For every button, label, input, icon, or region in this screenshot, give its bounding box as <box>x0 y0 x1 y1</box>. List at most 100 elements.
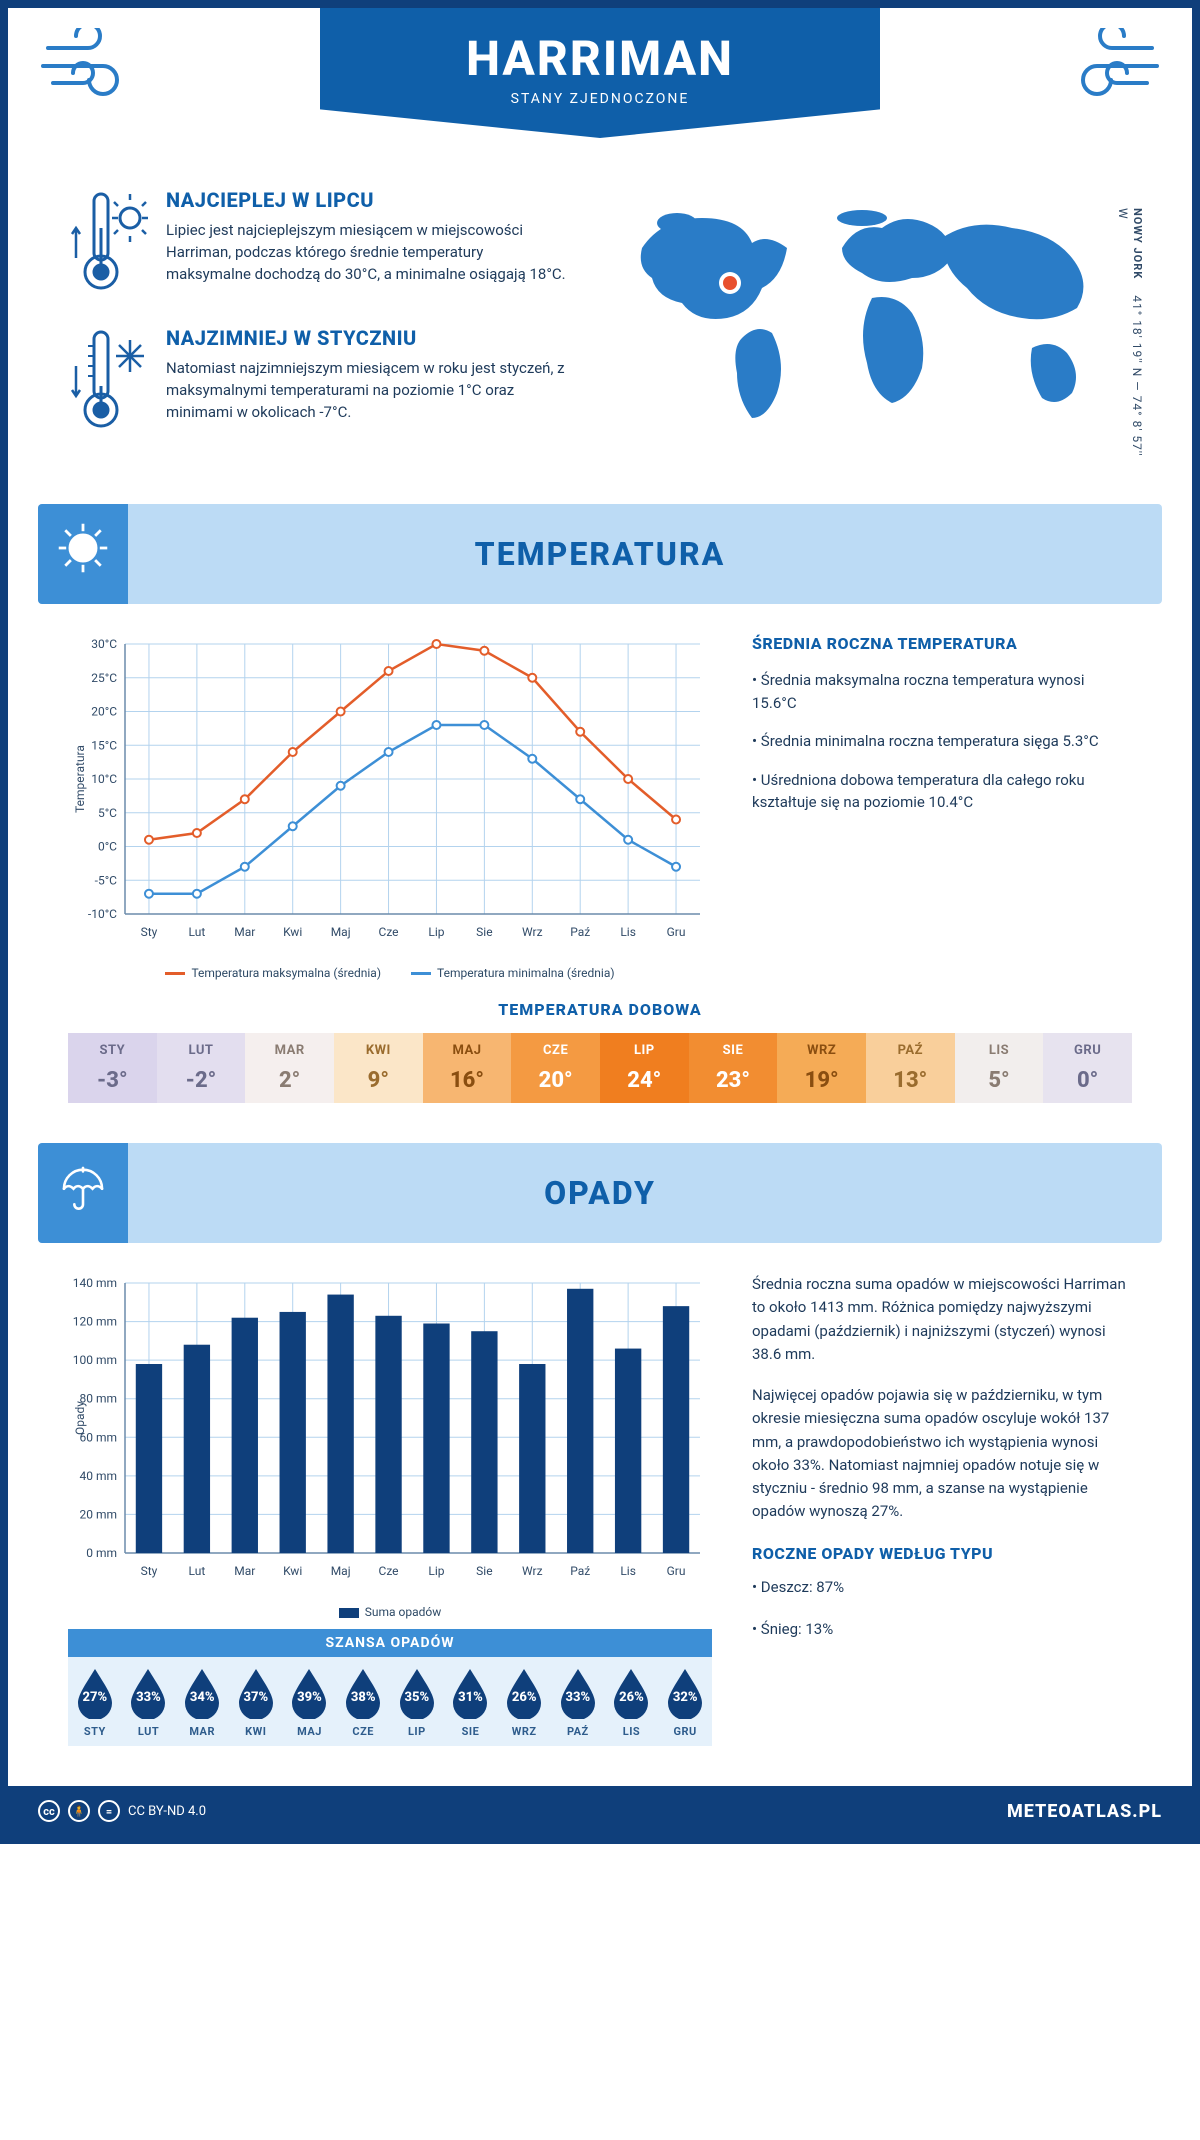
chance-title: SZANSA OPADÓW <box>68 1629 712 1657</box>
stats-title: ŚREDNIA ROCZNA TEMPERATURA <box>752 634 1132 653</box>
chance-cell: 39% MAJ <box>283 1667 337 1738</box>
chance-month: LIS <box>605 1725 659 1738</box>
temperature-legend: Temperatura maksymalna (średnia) Tempera… <box>68 966 712 980</box>
daily-cell: LIP24° <box>600 1033 689 1103</box>
facts-column: NAJCIEPLEJ W LIPCU Lipiec jest najcieple… <box>68 188 572 464</box>
cold-fact: NAJZIMNIEJ W STYCZNIU Natomiast najzimni… <box>68 326 572 436</box>
svg-text:Maj: Maj <box>331 925 351 939</box>
raindrop-icon: 37% <box>234 1667 278 1719</box>
raindrop-icon: 33% <box>126 1667 170 1719</box>
daily-cell: MAR2° <box>245 1033 334 1103</box>
chance-cell: 38% CZE <box>336 1667 390 1738</box>
svg-text:Lis: Lis <box>620 1564 636 1578</box>
svg-text:0 mm: 0 mm <box>86 1546 117 1560</box>
svg-text:Wrz: Wrz <box>522 925 543 939</box>
header: HARRIMAN STANY ZJEDNOCZONE <box>8 8 1192 178</box>
precipitation-chart: 0 mm20 mm40 mm60 mm80 mm100 mm120 mm140 … <box>68 1273 712 1746</box>
hot-fact-text: Lipiec jest najcieplejszym miesiącem w m… <box>166 220 566 285</box>
raindrop-icon: 39% <box>287 1667 331 1719</box>
hot-fact: NAJCIEPLEJ W LIPCU Lipiec jest najcieple… <box>68 188 572 298</box>
chance-cell: 37% KWI <box>229 1667 283 1738</box>
chance-cell: 26% WRZ <box>497 1667 551 1738</box>
section-tab <box>38 1143 128 1243</box>
nd-icon: = <box>98 1800 120 1822</box>
chance-value: 39% <box>287 1667 331 1719</box>
chance-month: GRU <box>658 1725 712 1738</box>
chance-month: KWI <box>229 1725 283 1738</box>
svg-text:Wrz: Wrz <box>522 1564 543 1578</box>
precip-para-1: Średnia roczna suma opadów w miejscowośc… <box>752 1273 1132 1366</box>
chance-month: MAR <box>175 1725 229 1738</box>
precipitation-body: 0 mm20 mm40 mm60 mm80 mm100 mm120 mm140 … <box>8 1243 1192 1756</box>
chance-value: 33% <box>556 1667 600 1719</box>
chance-month: LUT <box>122 1725 176 1738</box>
svg-text:140 mm: 140 mm <box>73 1276 117 1290</box>
brand: METEOATLAS.PL <box>1007 1801 1162 1822</box>
section-title: TEMPERATURA <box>475 535 726 573</box>
city-name: HARRIMAN <box>320 30 880 87</box>
chance-value: 27% <box>73 1667 117 1719</box>
svg-text:Lip: Lip <box>428 1564 444 1578</box>
chance-value: 35% <box>395 1667 439 1719</box>
chance-month: CZE <box>336 1725 390 1738</box>
stat-3: • Uśredniona dobowa temperatura dla całe… <box>752 769 1132 814</box>
svg-text:Lis: Lis <box>620 925 636 939</box>
daily-temperature: TEMPERATURA DOBOWA STY-3°LUT-2°MAR2°KWI9… <box>8 990 1192 1133</box>
chance-cell: 34% MAR <box>175 1667 229 1738</box>
svg-text:Cze: Cze <box>379 925 399 939</box>
legend-max: Temperatura maksymalna (średnia) <box>191 966 381 980</box>
by-icon: 🧍 <box>68 1800 90 1822</box>
svg-text:Sty: Sty <box>141 1564 158 1578</box>
svg-text:Lut: Lut <box>189 925 206 939</box>
coordinates: NOWY JORK 41° 18' 19'' N — 74° 8' 57'' W <box>1116 208 1144 464</box>
license: cc 🧍 = CC BY-ND 4.0 <box>38 1800 206 1822</box>
title-banner: HARRIMAN STANY ZJEDNOCZONE <box>320 8 880 138</box>
chance-month: SIE <box>444 1725 498 1738</box>
svg-text:15°C: 15°C <box>91 738 117 752</box>
precipitation-section: OPADY <box>38 1143 1162 1243</box>
cold-fact-title: NAJZIMNIEJ W STYCZNIU <box>166 326 566 350</box>
chance-value: 33% <box>126 1667 170 1719</box>
svg-text:Opady: Opady <box>73 1401 87 1435</box>
chance-value: 32% <box>663 1667 707 1719</box>
svg-text:0°C: 0°C <box>98 840 117 854</box>
precipitation-text: Średnia roczna suma opadów w miejscowośc… <box>752 1273 1132 1746</box>
svg-text:Sie: Sie <box>476 1564 492 1578</box>
thermometer-hot-icon <box>68 188 148 298</box>
svg-text:Kwi: Kwi <box>283 925 302 939</box>
license-text: CC BY-ND 4.0 <box>128 1804 206 1819</box>
daily-cell: LUT-2° <box>157 1033 246 1103</box>
daily-cell: PAŹ13° <box>866 1033 955 1103</box>
chance-of-precip: SZANSA OPADÓW 27% STY 33% LUT 34% MAR 37… <box>68 1629 712 1746</box>
svg-text:Maj: Maj <box>331 1564 351 1578</box>
chance-month: MAJ <box>283 1725 337 1738</box>
daily-row: STY-3°LUT-2°MAR2°KWI9°MAJ16°CZE20°LIP24°… <box>68 1033 1132 1103</box>
footer: cc 🧍 = CC BY-ND 4.0 METEOATLAS.PL <box>8 1786 1192 1836</box>
world-map <box>612 188 1132 438</box>
chance-value: 26% <box>502 1667 546 1719</box>
svg-text:5°C: 5°C <box>98 806 117 820</box>
chance-row: 27% STY 33% LUT 34% MAR 37% KWI 39% MAJ <box>68 1657 712 1746</box>
daily-cell: KWI9° <box>334 1033 423 1103</box>
daily-cell: SIE23° <box>689 1033 778 1103</box>
chance-cell: 26% LIS <box>605 1667 659 1738</box>
chance-month: LIP <box>390 1725 444 1738</box>
svg-text:Sie: Sie <box>476 925 492 939</box>
chance-cell: 31% SIE <box>444 1667 498 1738</box>
svg-text:25°C: 25°C <box>91 671 117 685</box>
bytype-title: ROCZNE OPADY WEDŁUG TYPU <box>752 1542 1132 1567</box>
chance-month: STY <box>68 1725 122 1738</box>
svg-text:Gru: Gru <box>667 925 686 939</box>
chance-month: WRZ <box>497 1725 551 1738</box>
wind-icon <box>38 28 138 99</box>
svg-text:Cze: Cze <box>379 1564 399 1578</box>
temperature-section: TEMPERATURA <box>38 504 1162 604</box>
chance-cell: 32% GRU <box>658 1667 712 1738</box>
chance-value: 31% <box>448 1667 492 1719</box>
raindrop-icon: 34% <box>180 1667 224 1719</box>
intro-row: NAJCIEPLEJ W LIPCU Lipiec jest najcieple… <box>8 178 1192 494</box>
chance-value: 34% <box>180 1667 224 1719</box>
cold-fact-text: Natomiast najzimniejszym miesiącem w rok… <box>166 358 566 423</box>
svg-text:Lut: Lut <box>189 1564 206 1578</box>
svg-text:Mar: Mar <box>234 925 255 939</box>
